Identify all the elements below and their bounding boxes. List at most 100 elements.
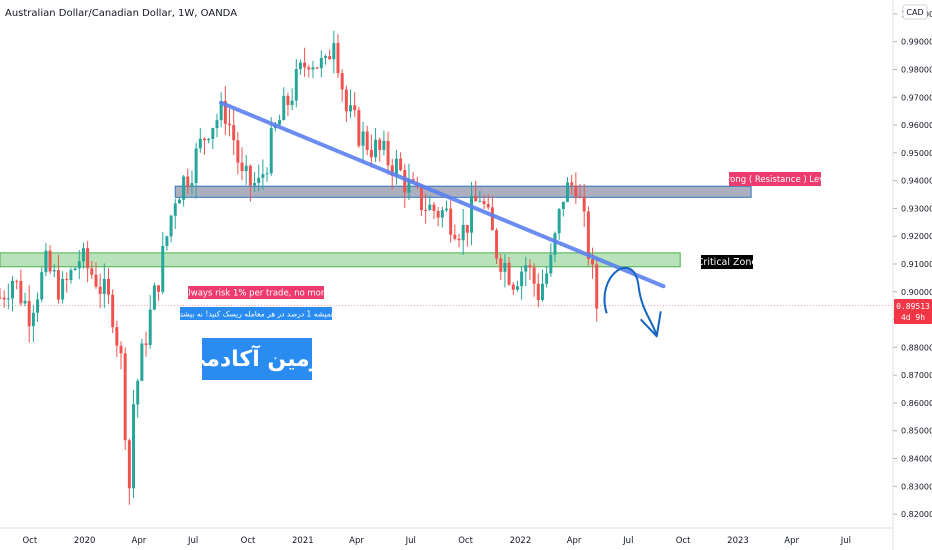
candle-body [369, 149, 373, 158]
countdown-value: 4d 9h [901, 313, 925, 322]
price-axis[interactable]: 0.82000 0.83000 0.84000 0.85000 0.86000 0.870… [893, 10, 932, 519]
candle-body [186, 176, 190, 187]
candle-body [90, 268, 94, 275]
candle-body [198, 138, 202, 149]
candle-body [278, 119, 282, 125]
x-tick-label: 2022 [510, 536, 532, 546]
candle-body [232, 125, 236, 141]
candle-body [323, 56, 327, 58]
resistance-label: Strong ( Resistance ) Level [718, 175, 832, 185]
candle-body [307, 67, 311, 70]
y-tick-label: 0.90000 [901, 288, 932, 297]
candle-body [457, 238, 461, 241]
candle-body [545, 273, 549, 284]
candle-body [382, 140, 386, 150]
candle-body [136, 380, 140, 405]
candle-body [595, 264, 599, 309]
candle-body [111, 294, 115, 328]
candle-body [244, 165, 248, 172]
y-tick-label: 0.87000 [901, 371, 932, 380]
candle-body [27, 300, 31, 327]
candle-body [490, 207, 494, 231]
candle-body [499, 258, 503, 272]
x-tick-label: Oct [241, 536, 256, 546]
x-tick-label: Oct [458, 536, 473, 546]
candle-body [553, 233, 557, 255]
candle-body [515, 286, 519, 290]
risk-label-fa: همیشه 1 درصد در هر معامله ریسک کنید! نه … [176, 310, 335, 319]
x-tick-label: Apr [132, 536, 147, 546]
y-tick-label: 0.95000 [901, 149, 932, 158]
y-tick-label: 0.86000 [901, 399, 932, 408]
candle-body [374, 139, 378, 158]
candle-body [107, 278, 110, 295]
x-tick-label: 2021 [292, 536, 314, 546]
chart-title: Australian Dollar/Canadian Dollar, 1W, O… [5, 8, 237, 19]
candle-body [240, 162, 244, 172]
candle-body [56, 270, 60, 300]
candle-body [586, 211, 590, 260]
candle-body [248, 165, 252, 186]
candle-body [344, 89, 348, 112]
candle-body [44, 250, 48, 273]
x-tick-label: Apr [349, 536, 364, 546]
candle-body [507, 262, 511, 285]
critical-zone-label: Critical Zone [697, 257, 758, 268]
candle-body [386, 140, 390, 166]
candle-body [340, 73, 344, 90]
candle-body [294, 69, 298, 101]
candle-body [286, 95, 290, 106]
candle-body [6, 298, 10, 300]
candle-body [31, 312, 35, 327]
candle-body [177, 199, 181, 204]
candle-body [436, 211, 440, 218]
candle-body [495, 230, 499, 259]
candle-body [520, 271, 524, 287]
candle-body [486, 204, 490, 208]
candle-body [474, 196, 478, 202]
candle-body [40, 272, 44, 300]
brand-label: آرمین آکادمی [184, 344, 330, 372]
candle-body [182, 176, 186, 200]
candle-body [223, 101, 227, 124]
candle-body [11, 280, 15, 299]
candle-body [449, 208, 453, 235]
candle-body [503, 262, 507, 272]
candle-body [65, 278, 69, 281]
candle-body [115, 327, 119, 346]
candle-body [407, 179, 411, 193]
candle-body [0, 297, 2, 299]
candle-body [132, 404, 136, 489]
y-tick-label: 0.97000 [901, 93, 932, 102]
y-tick-label: 0.94000 [901, 177, 932, 186]
candle-body [561, 201, 565, 210]
candle-body [315, 67, 319, 69]
candle-body [157, 285, 161, 292]
candle-body [349, 105, 353, 112]
candle-body [98, 286, 102, 294]
y-tick-label: 0.99000 [901, 38, 932, 47]
candle-body [440, 210, 444, 218]
candle-body [269, 128, 273, 174]
candle-body [169, 215, 173, 237]
time-axis[interactable]: Oct 2020 Apr Jul Oct 2021 Apr Jul Oct 2022 Apr Jul O… [22, 536, 851, 546]
currency-badge-box [902, 4, 928, 20]
candle-body [194, 148, 198, 184]
x-tick-label: Apr [567, 536, 582, 546]
x-tick-label: Jul [840, 536, 851, 546]
downtrend-line [219, 100, 666, 289]
candle-body [303, 62, 307, 68]
x-tick-label: Jul [187, 536, 198, 546]
candle-body [211, 128, 215, 139]
candle-body [148, 309, 152, 345]
candle-body [253, 182, 257, 186]
forecast-arrow-icon [603, 266, 658, 336]
candle-body [524, 265, 528, 272]
x-tick-label: Oct [676, 536, 691, 546]
candle-body [2, 297, 6, 300]
candle-body [236, 140, 240, 163]
candle-body [578, 196, 582, 198]
